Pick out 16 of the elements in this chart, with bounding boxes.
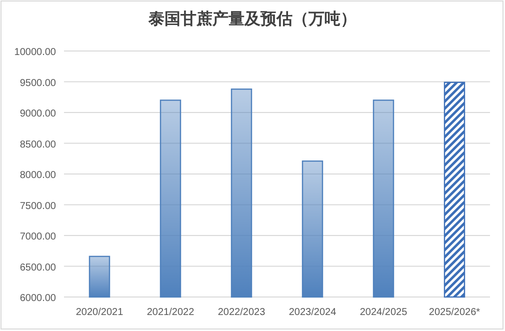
x-tick-label: 2023/2024 xyxy=(288,307,337,318)
x-tick-label: 2021/2022 xyxy=(146,307,195,318)
x-tick-label: 2020/2021 xyxy=(76,307,124,318)
x-tick-label: 2022/2023 xyxy=(218,307,266,318)
y-tick-label: 8000.00 xyxy=(20,170,56,181)
y-tick-label: 6500.00 xyxy=(20,262,56,274)
x-tick-label: 2025/2026* xyxy=(428,307,480,318)
y-tick-label: 7500.00 xyxy=(20,200,56,212)
chart-title: 泰国甘蔗产量及预估（万吨） xyxy=(148,10,356,28)
y-tick-label: 7000.00 xyxy=(20,232,56,242)
y-tick-label: 6000.00 xyxy=(20,293,56,304)
y-tick-label: 8500.00 xyxy=(20,139,56,150)
y-tick-label: 10000.00 xyxy=(14,47,56,58)
y-tick-label: 9000.00 xyxy=(20,108,56,120)
x-tick-label: 2024/2025 xyxy=(360,307,408,318)
y-tick-label: 9500.00 xyxy=(20,78,56,89)
